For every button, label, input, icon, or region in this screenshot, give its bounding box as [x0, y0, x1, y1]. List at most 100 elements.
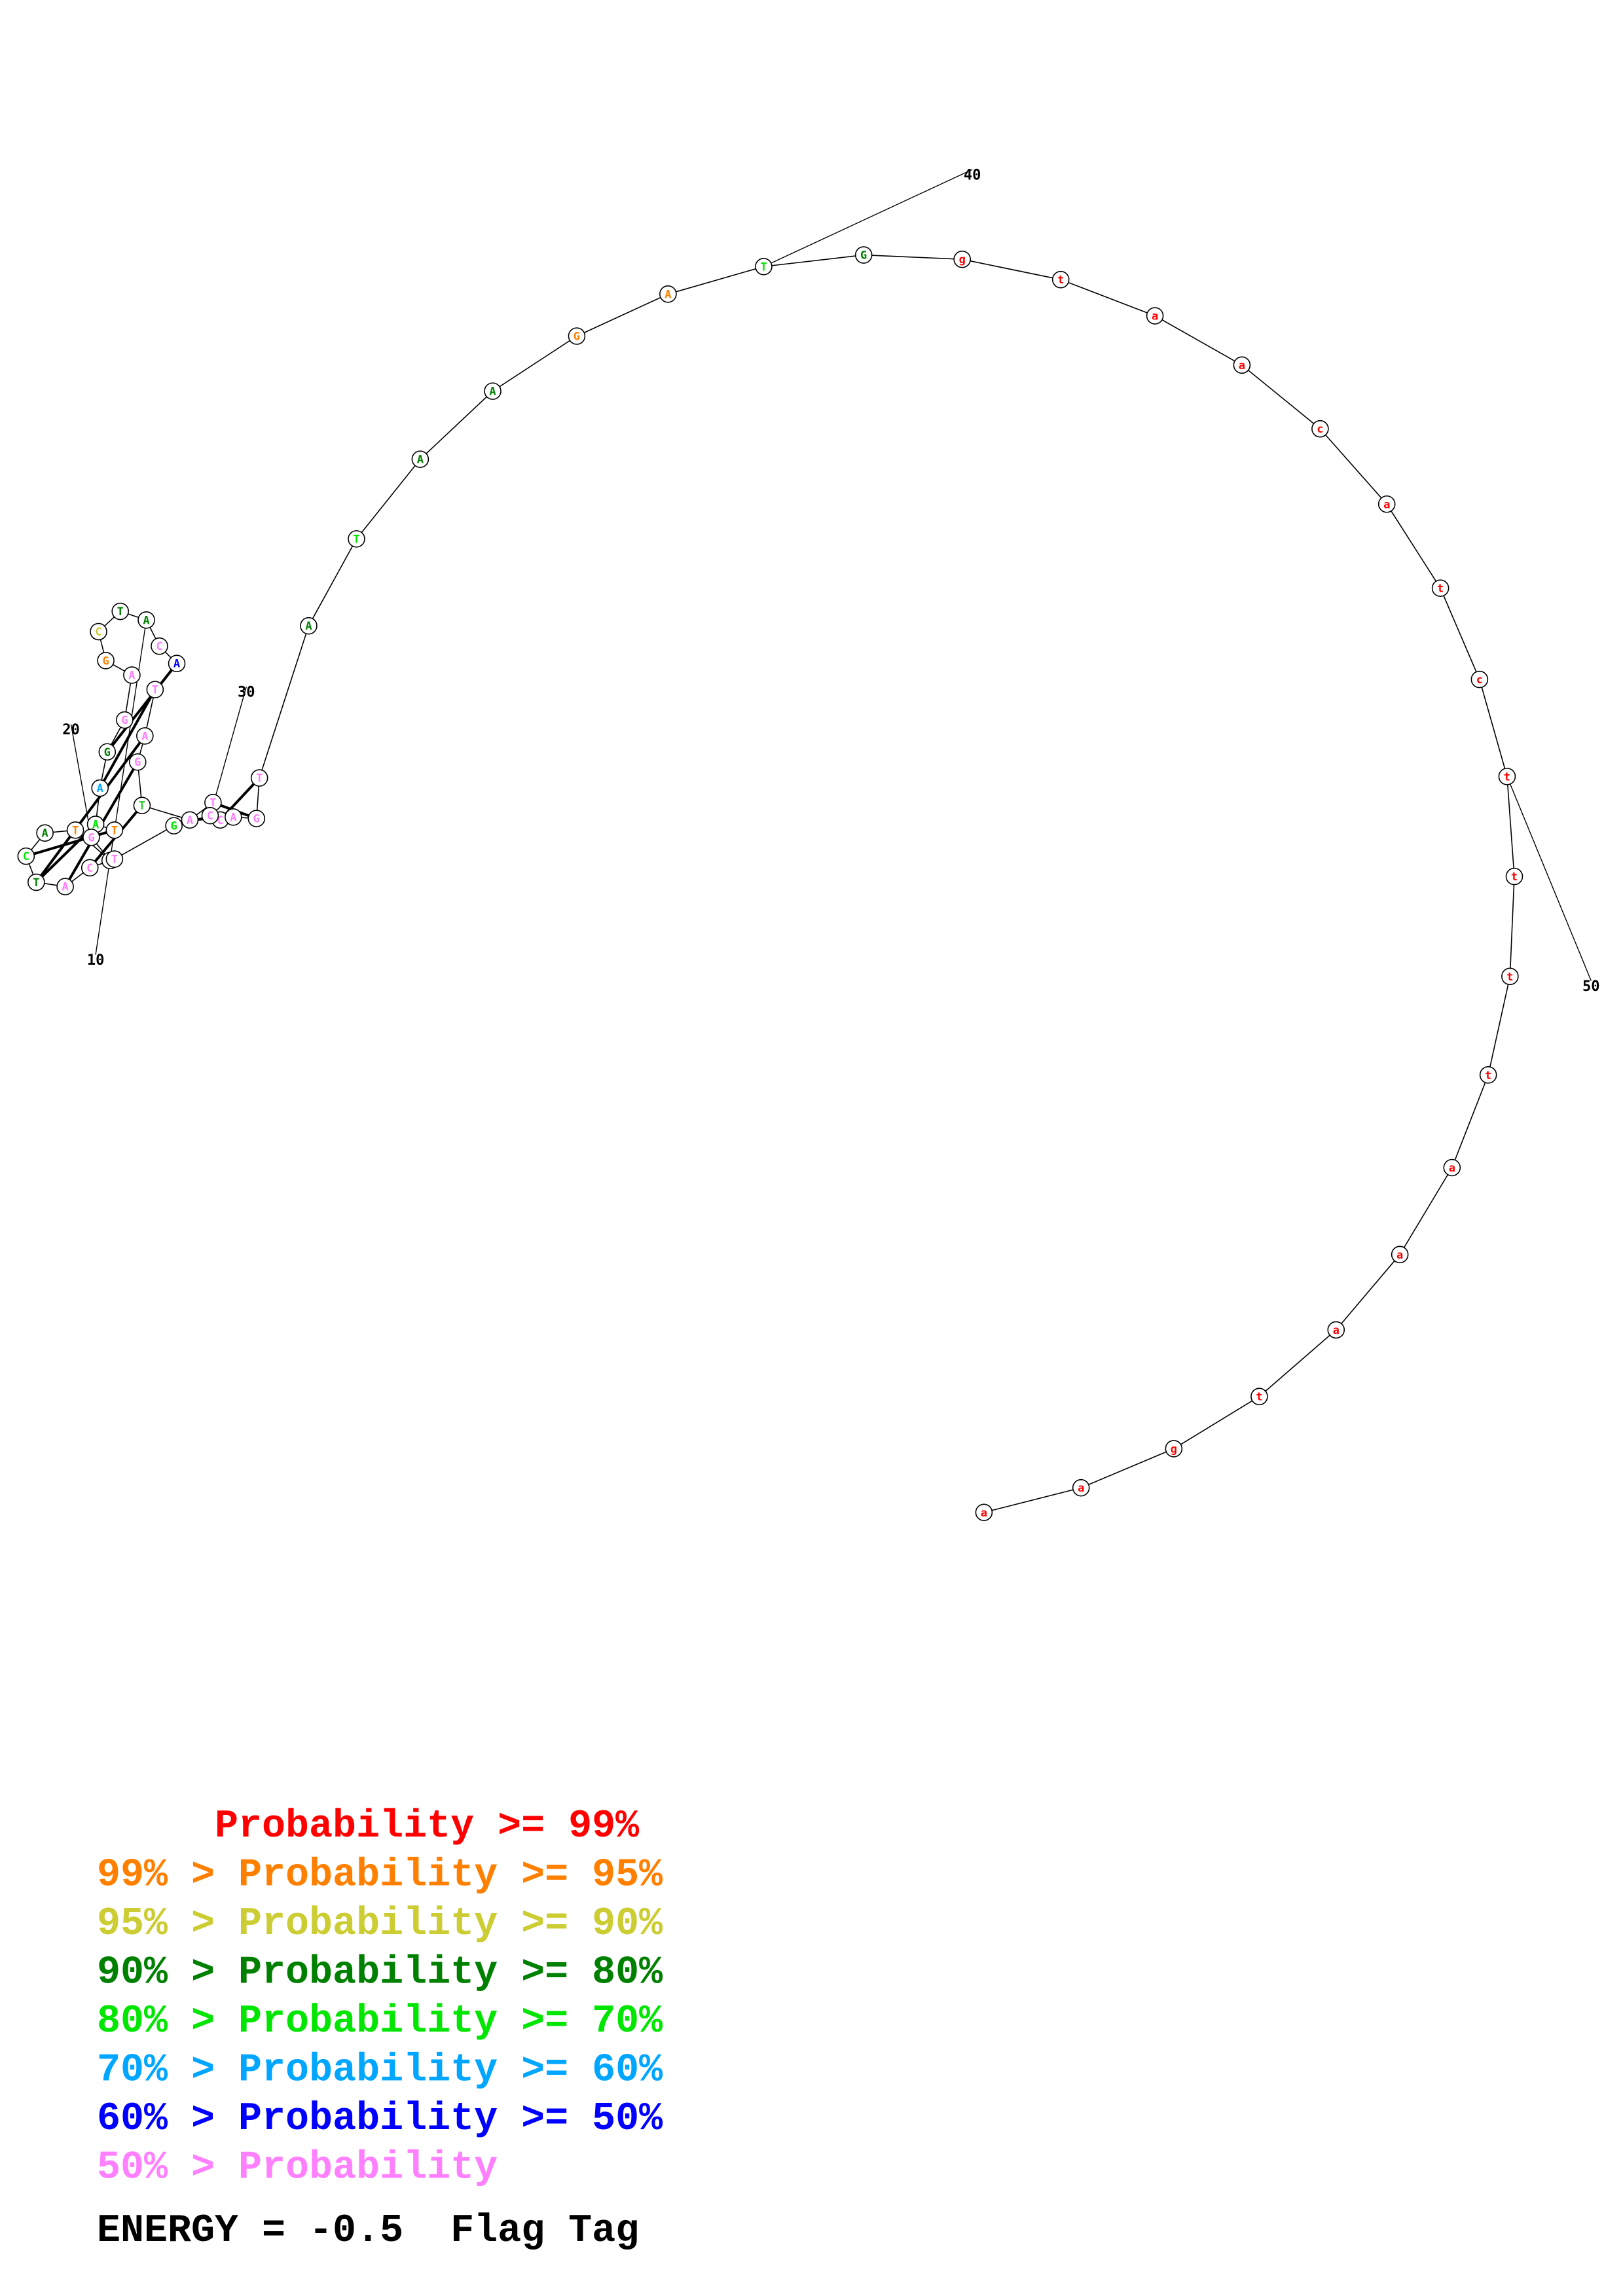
- nucleotide-letter: A: [128, 669, 135, 682]
- nucleotide-letter: t: [1256, 1391, 1262, 1404]
- nucleotide: a: [1072, 1479, 1090, 1497]
- nucleotide-circle: [1501, 967, 1519, 986]
- nucleotide-circle: [105, 821, 124, 839]
- nucleotide-circle: [201, 806, 219, 825]
- nucleotide-letter: c: [1317, 423, 1323, 436]
- nucleotide-circle: [1327, 1321, 1345, 1339]
- nucleotide-circle: [82, 829, 100, 846]
- nucleotide: G: [247, 810, 266, 827]
- nucleotide-circle: [1146, 307, 1164, 325]
- backbone-segment: [983, 1487, 1082, 1513]
- base-pair-bond: [35, 735, 146, 884]
- position-label: 50: [1582, 978, 1600, 995]
- nucleotide-letter: G: [104, 746, 111, 759]
- nucleotide: a: [1443, 1158, 1461, 1177]
- nucleotide-circle: [1051, 270, 1070, 289]
- nucleotide: T: [133, 797, 151, 814]
- nucleotide: G: [82, 829, 100, 846]
- backbone-segment: [259, 625, 310, 778]
- nucleotide: T: [146, 681, 164, 698]
- nucleotide-letter: T: [111, 824, 118, 837]
- position-label: 20: [62, 722, 80, 738]
- nucleotide: T: [111, 602, 130, 620]
- nucleotide-circle: [1377, 495, 1396, 513]
- nucleotide: a: [1146, 307, 1164, 325]
- backbone-segment: [1509, 876, 1515, 977]
- backbone-lines: [26, 254, 1515, 1513]
- nucleotide: T: [66, 821, 84, 839]
- nucleotide-letter: A: [141, 730, 148, 743]
- backbone-segment: [864, 254, 962, 260]
- nucleotide-circle: [1470, 670, 1489, 689]
- nucleotide-letter: a: [1152, 310, 1158, 323]
- nucleotide-letter: T: [33, 876, 39, 889]
- nucleotide-circle: [81, 859, 99, 877]
- backbone-segment: [1319, 428, 1387, 505]
- nucleotide-circle: [111, 602, 130, 620]
- nucleotide: A: [168, 655, 186, 673]
- position-label: 40: [964, 167, 981, 183]
- nucleotide-circle: [225, 808, 242, 826]
- nucleotide-letter: a: [1449, 1162, 1455, 1175]
- nucleotide: g: [1165, 1440, 1183, 1458]
- nucleotide: a: [1327, 1321, 1345, 1339]
- nucleotide-letter: G: [88, 831, 94, 844]
- legend-entry: 90% > Probability >= 80%: [97, 1951, 663, 1996]
- nucleotide: A: [484, 382, 501, 400]
- nucleotide: C: [81, 859, 99, 877]
- nucleotide: T: [105, 821, 124, 839]
- nucleotide: T: [204, 793, 222, 812]
- nucleotide-circle: [247, 810, 266, 827]
- nucleotide-circle: [484, 382, 501, 400]
- legend-entry: 95% > Probability >= 90%: [97, 1902, 663, 1946]
- nucleotide-letter: A: [41, 827, 48, 840]
- position-label: 10: [87, 952, 105, 969]
- nucleotide-circle: [165, 817, 183, 834]
- nucleotide: t: [1479, 1066, 1497, 1084]
- backbone-segment: [763, 254, 864, 268]
- nucleotide-letter: C: [95, 626, 101, 639]
- nucleotide: A: [36, 824, 54, 842]
- nucleotide: t: [1501, 967, 1519, 986]
- nucleotide-circle: [151, 637, 168, 655]
- position-tick: [763, 169, 973, 267]
- nucleotide: C: [90, 622, 107, 641]
- nucleotide-circle: [1479, 1066, 1497, 1084]
- nucleotide: A: [411, 450, 429, 468]
- nucleotide: A: [136, 727, 154, 745]
- nucleotide-letter: c: [1476, 673, 1483, 687]
- legend-entry: 80% > Probability >= 70%: [97, 2000, 663, 2044]
- nucleotide-circle: [91, 779, 109, 797]
- nucleotide: A: [91, 779, 109, 797]
- nucleotide-letter: A: [92, 818, 99, 831]
- backbone-segment: [420, 391, 494, 460]
- position-tick: [70, 724, 92, 838]
- nucleotide-letter: C: [23, 850, 29, 863]
- nucleotide-circle: [1233, 356, 1251, 374]
- nucleotide-letter: a: [1239, 359, 1245, 372]
- nucleotide-circle: [1443, 1158, 1461, 1177]
- nucleotide-circle: [66, 821, 84, 839]
- nucleotide-circle: [411, 450, 429, 468]
- legend-entry: 60% > Probability >= 50%: [97, 2097, 663, 2142]
- nucleotide-circle: [348, 530, 365, 548]
- nucleotide: t: [1498, 768, 1516, 785]
- nucleotide: G: [116, 711, 134, 729]
- nucleotide-letter: T: [111, 853, 118, 867]
- nucleotide-letter: A: [62, 881, 68, 894]
- nucleotide-circle: [116, 711, 134, 729]
- position-labels: 10 20 30 40 50: [62, 167, 1600, 995]
- nucleotide: a: [975, 1503, 993, 1522]
- backbone-segment: [1336, 1254, 1400, 1331]
- nucleotide-circle: [123, 666, 141, 684]
- nucleotide-letter: A: [97, 782, 103, 795]
- backbone-segment: [1080, 1448, 1175, 1488]
- nucleotide-letter: G: [102, 655, 109, 668]
- nucleotide-letter: a: [1396, 1249, 1403, 1262]
- nucleotide: A: [225, 808, 242, 826]
- nucleotide-circle: [659, 285, 677, 303]
- backbone-segment: [962, 259, 1061, 280]
- nucleotide: a: [1391, 1246, 1409, 1264]
- nucleotide-circle: [1165, 1440, 1183, 1458]
